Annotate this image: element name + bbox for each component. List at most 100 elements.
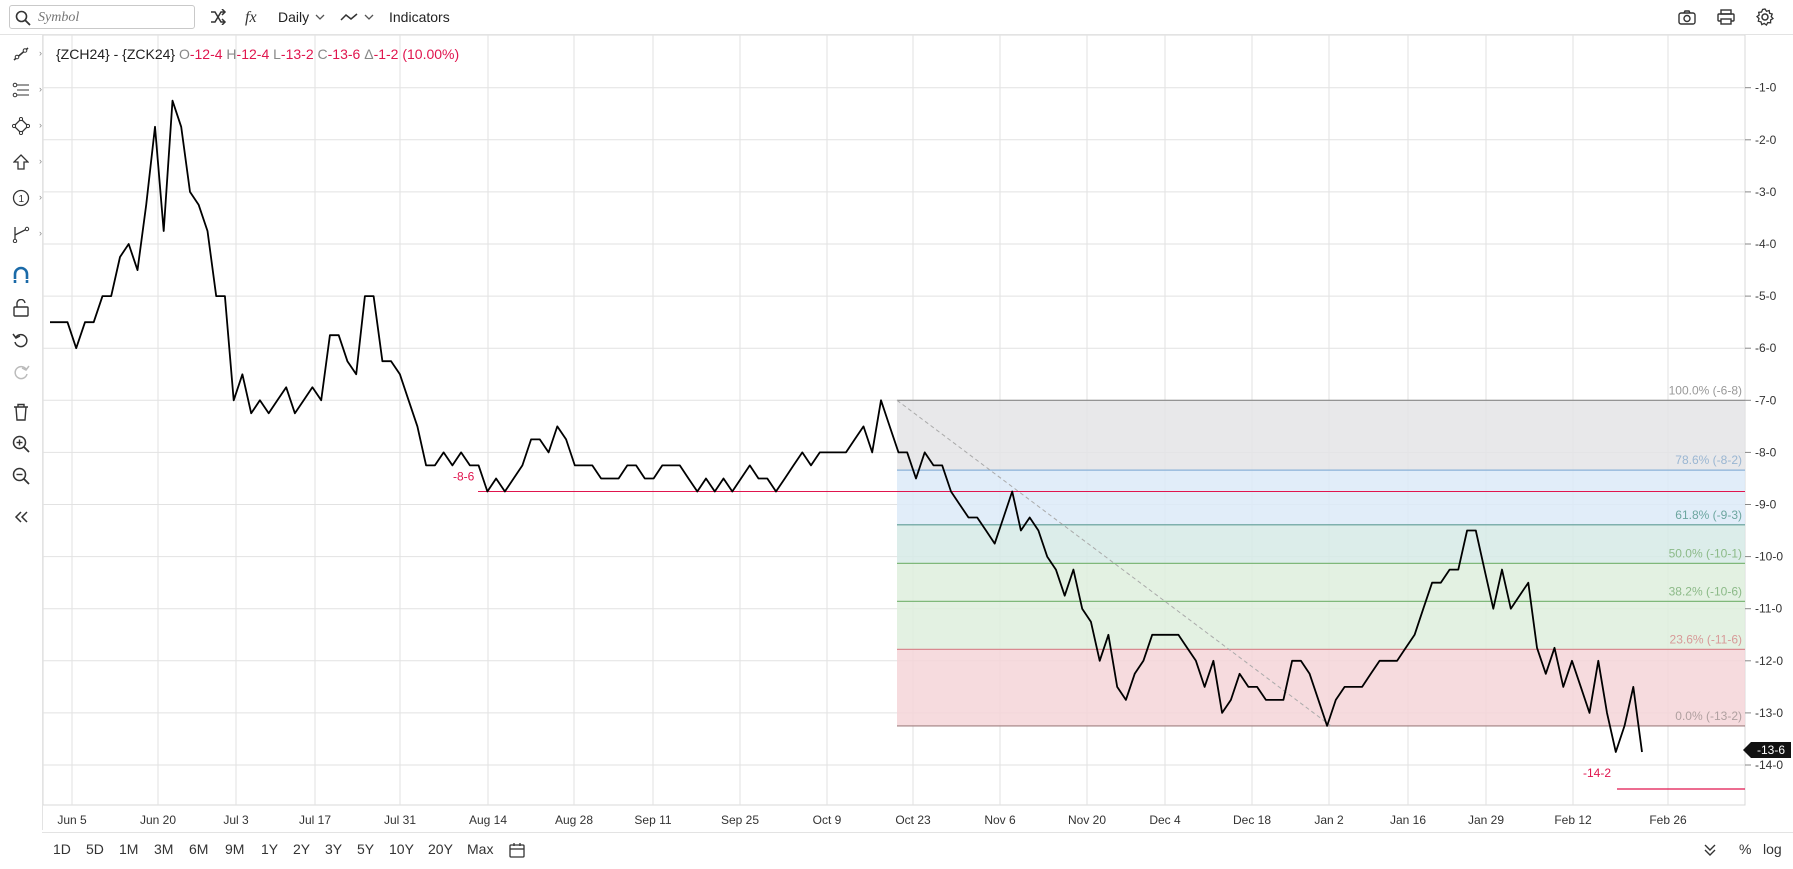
fib-level-label: 0.0% (-13-2) [1675, 709, 1742, 723]
range-1y[interactable]: 1Y [261, 841, 279, 857]
range-6m[interactable]: 6M [189, 841, 209, 857]
fib-level-label: 100.0% (-6-8) [1669, 383, 1742, 397]
redo-icon[interactable] [8, 360, 34, 384]
interval-label: Daily [278, 9, 310, 25]
range-10y[interactable]: 10Y [389, 841, 414, 857]
legend-open-value: -12-4 [189, 46, 223, 62]
range-5y[interactable]: 5Y [357, 841, 375, 857]
range-3y[interactable]: 3Y [325, 841, 343, 857]
camera-icon[interactable] [1676, 7, 1698, 27]
x-tick-label: Jul 3 [223, 813, 249, 827]
legend-open-label: O [178, 46, 190, 62]
y-tick-label: -13-0 [1755, 706, 1783, 720]
legend-change-value: -1-2 (10.00%) [373, 46, 460, 62]
x-tick-label: Feb 12 [1554, 813, 1592, 827]
range-3m[interactable]: 3M [154, 841, 174, 857]
range-20y[interactable]: 20Y [428, 841, 453, 857]
x-tick-label: Aug 14 [469, 813, 507, 827]
x-tick-label: Dec 18 [1233, 813, 1271, 827]
legend-high-value: -12-4 [236, 46, 270, 62]
x-tick-label: Sep 25 [721, 813, 759, 827]
y-tick-label: -7-0 [1755, 393, 1777, 407]
x-tick-label: Jan 29 [1468, 813, 1504, 827]
fib-level-label: 50.0% (-10-1) [1669, 546, 1742, 560]
y-tick-label: -4-0 [1755, 237, 1777, 251]
range-1d[interactable]: 1D [53, 841, 71, 857]
fib-zone [897, 601, 1745, 650]
function-icon[interactable]: fx [243, 7, 265, 27]
fib-zone [897, 400, 1745, 471]
legend-close-value: -13-6 [327, 46, 361, 62]
calendar-icon[interactable] [509, 842, 525, 861]
horizontal-line-label: -8-6 [453, 469, 475, 483]
y-tick-label: -14-0 [1755, 758, 1783, 772]
last-price-label: -13-6 [1757, 743, 1785, 757]
x-tick-label: Jul 31 [384, 813, 416, 827]
print-icon[interactable] [1715, 7, 1737, 27]
arrow-up-tool-icon[interactable]: › [8, 150, 42, 174]
x-tick-label: Nov 20 [1068, 813, 1106, 827]
line-chart-icon [340, 13, 358, 21]
fib-level-label: 61.8% (-9-3) [1675, 508, 1742, 522]
trash-icon[interactable] [8, 400, 34, 424]
y-tick-label: -12-0 [1755, 654, 1783, 668]
log-scale-toggle[interactable]: log [1763, 841, 1782, 857]
y-tick-label: -6-0 [1755, 341, 1777, 355]
symbol-search-input[interactable] [36, 8, 190, 28]
zoom-out-icon[interactable] [8, 464, 34, 488]
trendline-tool-icon[interactable]: › [8, 42, 42, 66]
x-tick-label: Oct 23 [895, 813, 931, 827]
symbol-search[interactable] [9, 5, 195, 29]
y-tick-label: -5-0 [1755, 289, 1777, 303]
interval-dropdown[interactable]: Daily [278, 0, 325, 34]
fib-tool-icon[interactable]: › [8, 78, 42, 102]
collapse-toolbar-icon[interactable] [8, 505, 34, 529]
fib-zone [897, 563, 1745, 602]
fib-zone [897, 524, 1745, 564]
legend-low-value: -13-2 [280, 46, 314, 62]
range-9m[interactable]: 9M [225, 841, 245, 857]
range-2y[interactable]: 2Y [293, 841, 311, 857]
legend-high-label: H [226, 46, 237, 62]
fib-zone [897, 470, 1745, 525]
fib-level-label: 78.6% (-8-2) [1675, 453, 1742, 467]
svg-text:1: 1 [19, 194, 25, 205]
x-tick-label: Jan 16 [1390, 813, 1426, 827]
legend-symbol: {ZCH24} - {ZCK24} [56, 46, 176, 62]
x-tick-label: Nov 6 [984, 813, 1016, 827]
x-tick-label: Jun 5 [57, 813, 87, 827]
number-marker-icon[interactable]: 1 › [8, 186, 42, 210]
x-tick-label: Jan 2 [1314, 813, 1344, 827]
chevron-double-down-icon[interactable] [1704, 843, 1716, 860]
last-price-tag [1743, 741, 1791, 758]
fib-level-label: 23.6% (-11-6) [1670, 632, 1742, 646]
indicators-button[interactable]: Indicators [389, 0, 450, 34]
range-5d[interactable]: 5D [86, 841, 104, 857]
shape-tool-icon[interactable]: › [8, 114, 42, 138]
y-tick-label: -10-0 [1755, 550, 1783, 564]
y-tick-label: -2-0 [1755, 133, 1777, 147]
price-line [50, 99, 1643, 753]
range-1m[interactable]: 1M [119, 841, 139, 857]
x-tick-label: Aug 28 [555, 813, 593, 827]
x-tick-label: Feb 26 [1649, 813, 1687, 827]
zoom-in-icon[interactable] [8, 432, 34, 456]
x-tick-label: Oct 9 [813, 813, 842, 827]
chevron-down-icon [364, 14, 374, 20]
magnet-icon[interactable] [8, 263, 34, 287]
legend-low-label: L [273, 46, 281, 62]
shuffle-icon[interactable] [207, 7, 229, 27]
x-tick-label: Dec 4 [1149, 813, 1181, 827]
y-tick-label: -11-0 [1755, 602, 1782, 616]
range-max[interactable]: Max [467, 841, 494, 857]
percent-scale-toggle[interactable]: % [1739, 841, 1752, 857]
drawing-toolbar: › › › › 1 › › [0, 35, 43, 830]
chart-type-dropdown[interactable] [340, 0, 374, 34]
search-icon [15, 10, 31, 26]
unlock-icon[interactable] [8, 296, 34, 320]
undo-icon[interactable] [8, 328, 34, 352]
y-tick-label: -8-0 [1755, 445, 1777, 459]
measure-tool-icon[interactable]: › [8, 222, 42, 246]
gear-icon[interactable] [1754, 7, 1776, 27]
